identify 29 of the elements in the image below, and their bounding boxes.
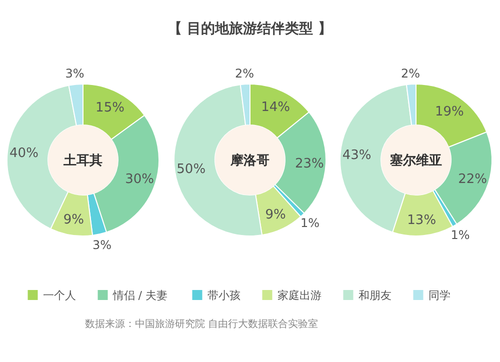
legend-label: 一个人 (42, 288, 76, 302)
legend-label: 和朋友 (358, 288, 392, 302)
legend-label: 带小孩 (207, 288, 240, 302)
slice-label: 塞尔维亚 (389, 152, 442, 169)
slice-label: 土耳其 (62, 154, 102, 169)
data-label: 2% (234, 66, 254, 80)
data-label: 40% (10, 146, 38, 162)
data-label: 9% (265, 207, 286, 222)
data-label: 3% (65, 66, 84, 81)
legend-label: 家庭出游 (277, 288, 322, 302)
data-label: 30% (125, 172, 154, 187)
data-label: 1% (300, 216, 320, 230)
data-label: 23% (294, 156, 324, 172)
data-label: 2% (401, 66, 420, 80)
legend-label: 同学 (428, 288, 450, 302)
data-label: 50% (176, 162, 206, 178)
data-label: 14% (261, 100, 290, 115)
data-label: 1% (450, 228, 470, 242)
source-note: 数据来源：中国旅游研究院 自由行大数据联合实验室 (85, 318, 318, 330)
data-label: 3% (92, 238, 112, 252)
data-label: 13% (407, 212, 436, 228)
data-label: 43% (342, 148, 372, 163)
data-label: 19% (434, 104, 464, 120)
data-label: 15% (96, 100, 124, 116)
legend-label: 情侣 / 夫妻 (112, 288, 168, 302)
data-label: 9% (63, 212, 84, 228)
slice-label: 摩洛哥 (230, 152, 270, 169)
data-label: 22% (458, 172, 488, 187)
chart-title: 【 目的地旅游结伴类型 】 (168, 21, 332, 37)
